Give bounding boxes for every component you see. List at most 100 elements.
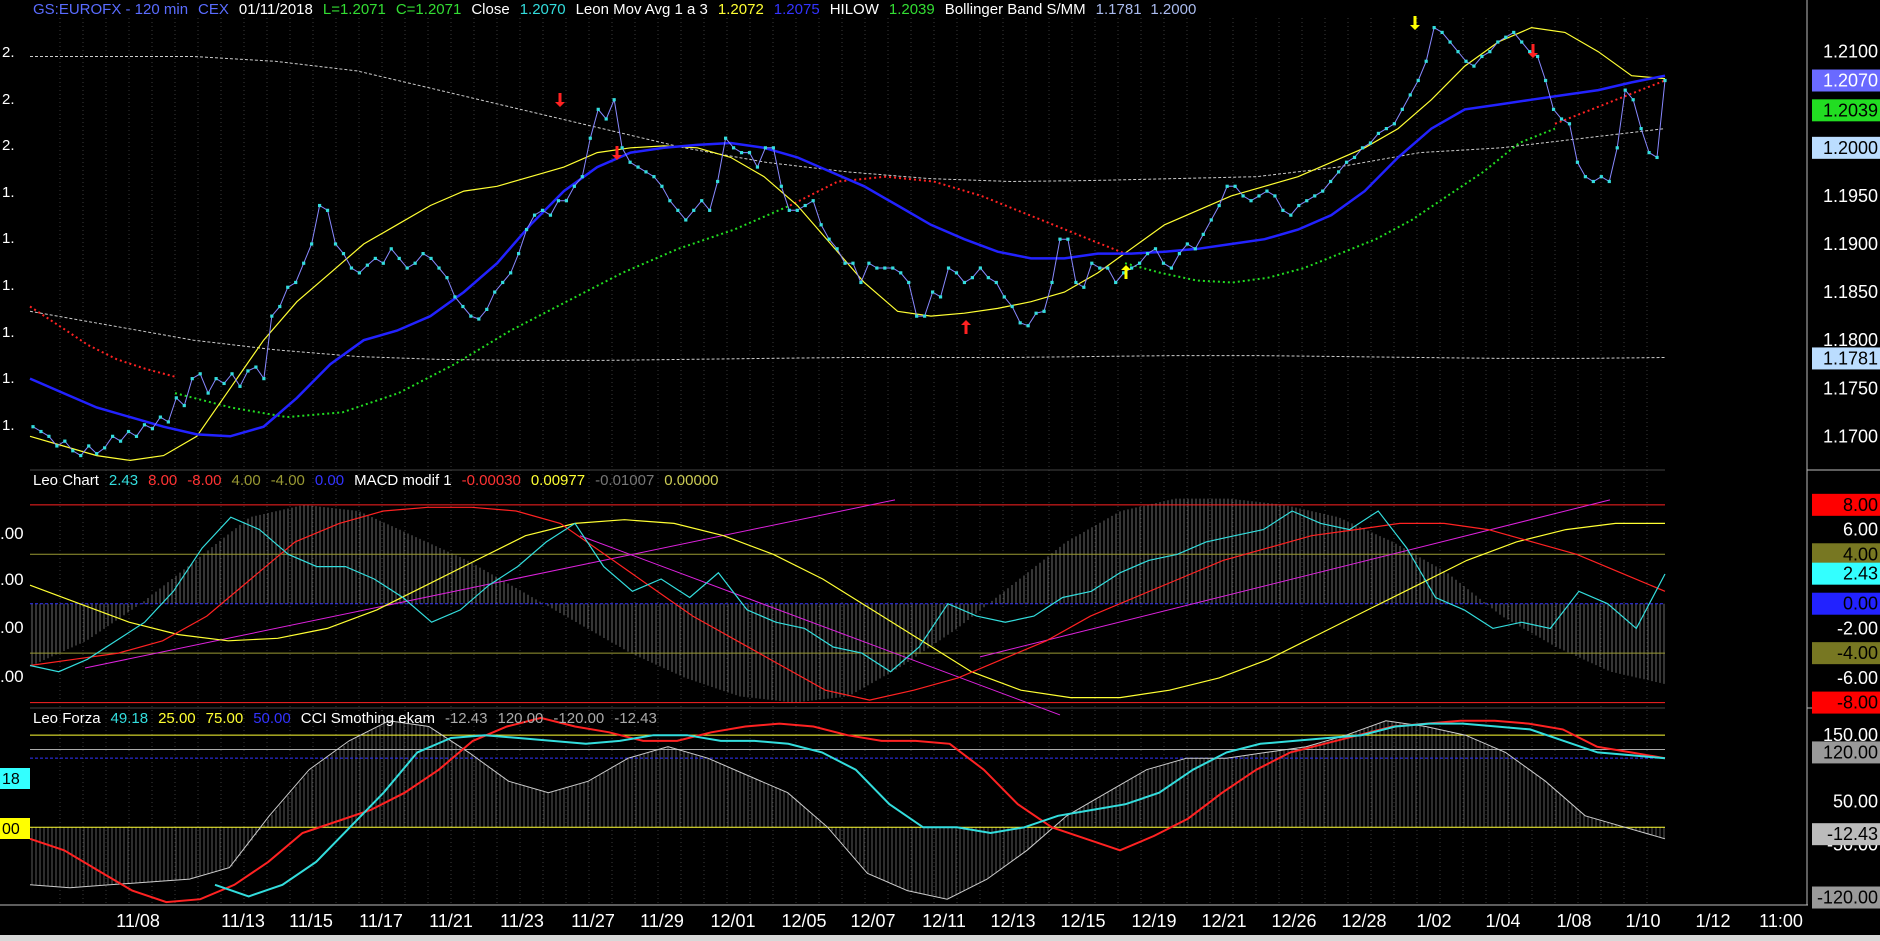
close-price-point [1050, 280, 1054, 285]
axis-value-box-label: 0.00 [1843, 594, 1878, 614]
header-item: 50.00 [253, 710, 291, 727]
close-price-point [349, 266, 354, 270]
close-price-point [970, 276, 974, 280]
close-price-point [302, 261, 306, 265]
axis-value-box [1812, 886, 1880, 909]
close-price-point [493, 290, 497, 294]
close-price-point [381, 261, 385, 265]
close-price-point [278, 304, 282, 309]
close-price-point [1082, 285, 1086, 289]
axis-tick-label: 150.00 [1823, 725, 1878, 745]
header-item: Leo Forza [33, 710, 101, 727]
macd-panel[interactable] [29, 498, 1666, 716]
close-price-point [755, 165, 760, 169]
close-price-point [1663, 78, 1667, 83]
buy-signal-arrow-icon [961, 320, 971, 334]
close-price-point [1313, 194, 1317, 198]
time-axis-label: 12/19 [1131, 911, 1176, 931]
forza-panel[interactable] [29, 716, 1666, 904]
close-price-point [1010, 304, 1014, 309]
header-item: 8.00 [148, 472, 177, 489]
header-item: -12.43 [445, 710, 488, 727]
close-price-point [150, 427, 155, 431]
axis-value-box [1812, 136, 1880, 159]
axis-value-box-label: 2.43 [1843, 564, 1878, 584]
close-price-point [636, 165, 640, 169]
close-price-point [588, 136, 592, 140]
close-price-point [134, 434, 139, 438]
time-axis-label: 1/10 [1625, 911, 1660, 931]
close-price-point [190, 377, 194, 381]
close-price-point [222, 381, 226, 386]
close-price-point [1551, 107, 1556, 111]
close-price-point [1289, 213, 1293, 217]
axis-value-box-label: 1.2039 [1823, 100, 1878, 120]
close-price-point [676, 208, 680, 212]
axis-tick-label: 1.1700 [1823, 426, 1878, 446]
close-price-point [1122, 271, 1126, 275]
close-price-point [270, 314, 274, 318]
close-price-point [238, 384, 242, 388]
bottom-scrollbar[interactable] [0, 935, 1880, 941]
close-price-point [262, 377, 266, 381]
close-price-point [915, 314, 919, 318]
close-price-point [724, 136, 728, 140]
close-price-point [198, 372, 202, 376]
price-panel[interactable] [29, 16, 1667, 462]
time-axis-label: 11/23 [500, 911, 544, 931]
close-price-point [1193, 247, 1197, 251]
time-axis-label: 11/29 [640, 911, 684, 931]
close-price-point [95, 452, 99, 456]
panel-header-row: Leo Chart 2.43 8.00 -8.00 4.00 -4.00 0.00 MACD … [33, 472, 719, 489]
axis-value-box-label: -12.43 [1827, 824, 1878, 844]
leo-forza-cyan-line [214, 722, 1666, 898]
close-price-point [1352, 155, 1357, 160]
price-axis-fragment: 1. [2, 184, 15, 201]
close-price-point [938, 295, 943, 299]
time-axis-label: 12/13 [990, 911, 1035, 931]
close-price-point [556, 199, 561, 203]
close-price-point [819, 223, 823, 227]
close-price-point [986, 276, 990, 280]
sell-signal-arrow-icon [612, 146, 622, 160]
close-price-point [1360, 146, 1365, 150]
close-price-point [899, 271, 903, 275]
close-price-point [1090, 261, 1094, 265]
close-price-point [660, 184, 664, 188]
close-price-point [747, 151, 752, 155]
close-price-point [763, 146, 768, 150]
value-box [0, 818, 30, 839]
time-axis-label: 12/05 [781, 911, 826, 931]
close-price-point [843, 261, 847, 265]
time-axis: 11/08 11/13 11/15 11/17 11/21 11/23 11/27 11/29… [0, 904, 1880, 941]
axis-value-box-label: 1.2000 [1823, 138, 1878, 158]
header-item: GS:EUROFX - 120 min [33, 1, 188, 18]
time-axis-label: 11/15 [289, 911, 333, 931]
close-price-point [461, 304, 465, 309]
close-price-point [1368, 141, 1373, 145]
time-axis-label: 11/13 [221, 911, 265, 931]
close-price-point [668, 199, 672, 203]
header-item: MACD modif 1 [354, 472, 452, 489]
axis-value-box-label: -8.00 [1837, 693, 1878, 713]
vertical-grid [30, 18, 1665, 905]
close-price-point [1042, 309, 1046, 313]
close-price-point [1058, 237, 1062, 241]
header-item: 75.00 [206, 710, 244, 727]
close-price-point [580, 175, 584, 179]
close-price-point [923, 314, 927, 318]
axis-value-box [1812, 99, 1880, 122]
panel-header-row: GS:EUROFX - 120 min CEX 01/11/2018 L=1.2071… [33, 1, 1196, 18]
close-price-point [1002, 295, 1006, 299]
cci-grey-line [29, 720, 1666, 900]
close-price-point [1488, 50, 1492, 54]
close-price-point [1169, 266, 1174, 270]
close-price-point [71, 449, 75, 453]
axis-tick-label: 1.1950 [1823, 186, 1878, 206]
close-price-point [1257, 194, 1261, 198]
time-axis-label: 12/01 [710, 911, 755, 931]
close-price-point [1392, 122, 1396, 126]
close-price-point [1074, 280, 1078, 285]
axis-tick-label: -2.00 [1837, 618, 1878, 638]
